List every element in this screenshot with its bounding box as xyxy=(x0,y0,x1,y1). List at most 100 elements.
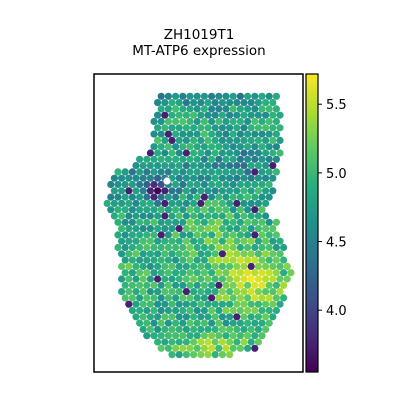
spot xyxy=(132,225,140,233)
spot xyxy=(182,250,190,258)
spot xyxy=(211,199,219,207)
spot xyxy=(251,193,259,201)
spot xyxy=(240,338,248,346)
spot xyxy=(247,288,255,296)
spot xyxy=(186,92,194,100)
spot xyxy=(240,174,248,182)
spot xyxy=(244,206,252,214)
spot xyxy=(139,162,147,170)
spot xyxy=(186,105,194,113)
spot xyxy=(161,187,169,195)
spot xyxy=(258,180,266,189)
spot xyxy=(175,174,183,182)
spot xyxy=(121,256,129,264)
spot xyxy=(200,306,208,315)
spot xyxy=(136,269,144,277)
spot xyxy=(193,218,201,226)
spot xyxy=(204,187,212,195)
spot xyxy=(251,294,259,302)
spot xyxy=(233,250,241,258)
spot xyxy=(121,193,129,201)
spot xyxy=(222,256,230,264)
spot xyxy=(258,256,266,264)
spot xyxy=(136,319,144,327)
spot xyxy=(179,218,187,226)
spot xyxy=(179,269,187,277)
spot xyxy=(150,294,158,302)
spot xyxy=(211,149,219,157)
spot xyxy=(240,288,248,296)
spot xyxy=(236,117,244,126)
spot xyxy=(218,351,226,359)
spot xyxy=(179,143,187,151)
spot xyxy=(128,206,136,214)
spot xyxy=(175,262,183,270)
spot xyxy=(258,294,266,302)
spot xyxy=(240,275,248,283)
spot xyxy=(139,275,147,283)
chart-subtitle: MT-ATP6 expression xyxy=(132,43,266,59)
spot xyxy=(164,117,172,126)
spot xyxy=(182,262,190,270)
spot xyxy=(197,313,205,321)
spot xyxy=(254,288,262,296)
spot xyxy=(200,231,208,239)
spot xyxy=(222,218,230,226)
spot xyxy=(272,256,280,264)
spot xyxy=(161,136,169,144)
spot xyxy=(272,306,280,315)
spot xyxy=(150,168,158,176)
spot xyxy=(218,225,226,233)
spot xyxy=(172,281,180,289)
spot xyxy=(197,250,205,258)
spot xyxy=(143,218,151,226)
spot xyxy=(236,218,244,226)
spot xyxy=(236,332,244,340)
spot xyxy=(218,325,226,333)
colorbar xyxy=(305,73,319,373)
spot xyxy=(226,111,234,119)
spot xyxy=(186,206,194,214)
spot xyxy=(247,111,255,119)
spot xyxy=(197,325,205,333)
spot xyxy=(179,256,187,264)
spot xyxy=(132,237,140,245)
spot xyxy=(182,212,190,220)
spot xyxy=(186,130,194,138)
spot xyxy=(269,250,277,258)
spot xyxy=(164,231,172,239)
spot xyxy=(244,294,252,302)
spot xyxy=(172,319,180,327)
spot xyxy=(190,99,198,107)
spot xyxy=(233,338,241,346)
spot xyxy=(164,206,172,214)
spot xyxy=(154,237,162,245)
spot xyxy=(247,262,255,270)
spot xyxy=(125,199,133,207)
spot xyxy=(168,162,176,170)
spot xyxy=(254,136,262,144)
spot xyxy=(197,237,205,245)
colorbar-tick-label: 4.5 xyxy=(326,236,347,251)
spot xyxy=(157,92,165,100)
spot xyxy=(161,225,169,233)
spot xyxy=(200,281,208,289)
spot xyxy=(244,105,252,113)
spot xyxy=(276,275,284,283)
spot xyxy=(211,136,219,144)
spot xyxy=(204,313,212,321)
spot xyxy=(215,319,223,327)
spot xyxy=(247,313,255,321)
spot xyxy=(204,174,212,182)
spot xyxy=(172,218,180,226)
spot xyxy=(107,206,115,214)
spot xyxy=(125,237,133,245)
spot xyxy=(215,218,223,226)
spot xyxy=(258,130,266,138)
spot xyxy=(172,256,180,264)
spot xyxy=(186,294,194,302)
spot xyxy=(215,294,223,302)
spot xyxy=(218,162,226,170)
spot xyxy=(190,250,198,258)
spot xyxy=(197,275,205,283)
